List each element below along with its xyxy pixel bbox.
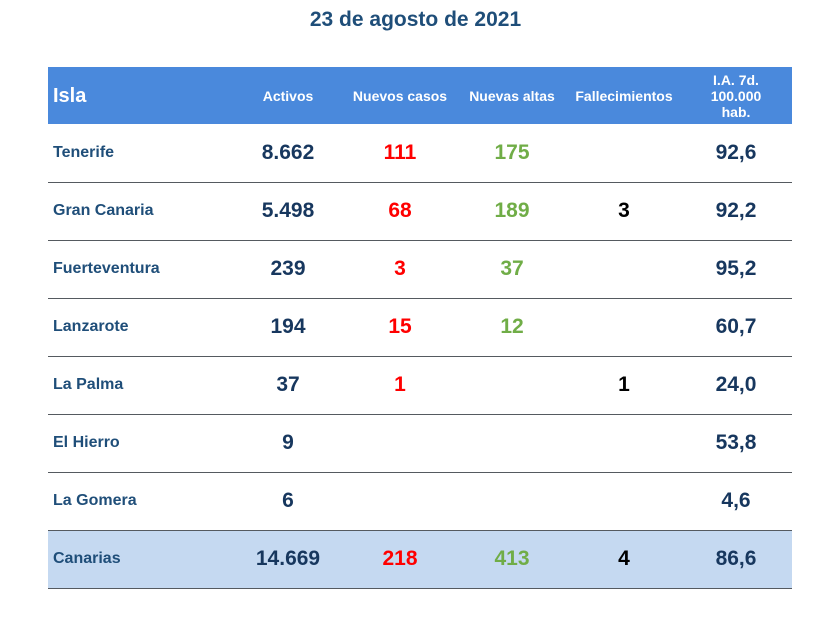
ia-value: 92,6 xyxy=(715,140,757,164)
total-activos-value: 14.669 xyxy=(255,547,321,570)
page-title: 23 de agosto de 2021 xyxy=(309,8,522,31)
isla-name: La Palma xyxy=(53,376,124,393)
total-nuevos-casos-value: 218 xyxy=(382,547,418,570)
fallecimientos-value xyxy=(568,124,680,182)
isla-name: Gran Canaria xyxy=(53,202,154,219)
isla-name: Fuerteventura xyxy=(53,260,160,277)
fallecimientos-value: 3 xyxy=(618,199,630,222)
activos-value: 5.498 xyxy=(261,199,315,222)
nuevos-casos-value: 111 xyxy=(383,140,417,164)
activos-value: 239 xyxy=(270,257,306,280)
ia-value: 53,8 xyxy=(715,431,757,454)
total-row: Canarias 14.669 218 413 4 86,6 xyxy=(48,530,792,588)
header-ia-line1: I.A. 7d. xyxy=(713,71,759,88)
total-nuevas-altas-value: 413 xyxy=(494,547,530,570)
table-row: Fuerteventura 239 3 37 95,2 xyxy=(48,240,792,298)
isla-name: Lanzarote xyxy=(53,318,129,335)
total-ia-value: 86,6 xyxy=(715,547,757,570)
fallecimientos-value xyxy=(568,240,680,298)
activos-value: 9 xyxy=(282,431,294,454)
fallecimientos-value xyxy=(568,472,680,530)
ia-value: 4,6 xyxy=(721,489,751,512)
nuevos-casos-value xyxy=(344,472,456,530)
header-fallecimientos: Fallecimientos xyxy=(575,87,673,104)
ia-value: 92,2 xyxy=(715,199,757,222)
nuevos-casos-value: 68 xyxy=(388,199,412,222)
nuevos-casos-value xyxy=(344,414,456,472)
nuevas-altas-value xyxy=(456,414,568,472)
nuevos-casos-value: 3 xyxy=(394,257,406,280)
ia-value: 24,0 xyxy=(715,373,757,396)
nuevas-altas-value: 37 xyxy=(500,257,524,280)
isla-name: El Hierro xyxy=(53,434,120,451)
header-ia-line2: 100.000 xyxy=(710,87,762,104)
nuevas-altas-value: 189 xyxy=(494,199,530,222)
nuevos-casos-value: 15 xyxy=(388,315,412,338)
activos-value: 6 xyxy=(282,489,294,512)
nuevos-casos-value: 1 xyxy=(394,373,406,396)
fallecimientos-value: 1 xyxy=(618,373,630,396)
nuevas-altas-value xyxy=(456,356,568,414)
total-name: Canarias xyxy=(53,550,121,567)
activos-value: 8.662 xyxy=(261,140,315,164)
table-row: La Palma 37 1 1 24,0 xyxy=(48,356,792,414)
ia-value: 60,7 xyxy=(715,315,757,338)
table-row: El Hierro 9 53,8 xyxy=(48,414,792,472)
header-ia: I.A. 7d. 100.000 hab. xyxy=(680,67,792,124)
header-isla: Isla xyxy=(53,84,87,107)
total-fallecimientos-value: 4 xyxy=(618,547,630,570)
isla-name: La Gomera xyxy=(53,492,137,509)
nuevas-altas-value: 175 xyxy=(494,140,530,164)
activos-value: 37 xyxy=(276,373,300,396)
header-nuevas-altas: Nuevas altas xyxy=(469,87,555,104)
table-row: Tenerife 8.662 111 175 92,6 xyxy=(48,124,792,182)
nuevas-altas-value xyxy=(456,472,568,530)
covid-data-table: Isla Activos Nuevos casos Nuevas altas F… xyxy=(48,67,792,589)
table-row: Gran Canaria 5.498 68 189 3 92,2 xyxy=(48,182,792,240)
table-header-row: Isla Activos Nuevos casos Nuevas altas F… xyxy=(48,67,792,124)
fallecimientos-value xyxy=(568,414,680,472)
header-nuevos-casos: Nuevos casos xyxy=(352,87,448,104)
table-row: La Gomera 6 4,6 xyxy=(48,472,792,530)
table-row: Lanzarote 194 15 12 60,7 xyxy=(48,298,792,356)
fallecimientos-value xyxy=(568,298,680,356)
ia-value: 95,2 xyxy=(715,257,757,280)
nuevas-altas-value: 12 xyxy=(500,315,524,338)
header-ia-line3: hab. xyxy=(721,103,751,120)
activos-value: 194 xyxy=(270,315,306,338)
isla-name: Tenerife xyxy=(53,143,115,161)
header-activos: Activos xyxy=(262,87,314,104)
